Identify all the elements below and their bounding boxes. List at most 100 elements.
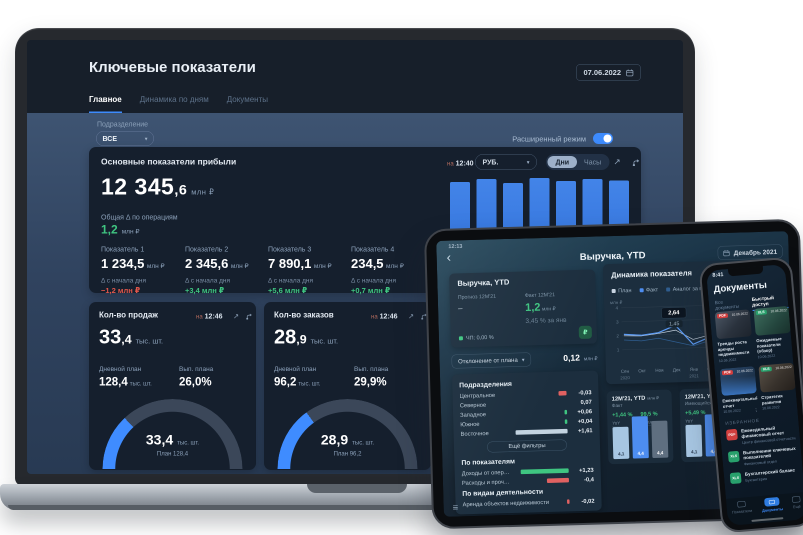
nav-documents[interactable]: Документы [761, 496, 783, 513]
revenue-card-title: Выручка, YTD [457, 277, 510, 288]
tablet-date-picker[interactable]: Декабрь 2021 [717, 244, 783, 261]
indicator-value: 234,5 млн ₽ [351, 256, 404, 271]
svg-text:2: 2 [616, 333, 619, 338]
profit-delta-value: 1,2 млн ₽ [101, 223, 140, 237]
mini-bar-chart: 4,1 4,4 4,4 [612, 415, 669, 460]
chevron-down-icon: ▾ [521, 356, 525, 363]
indicator-label: Показатель 4 [351, 245, 395, 253]
indicator-delta-label: Δ с начала дня [185, 276, 231, 285]
date-picker[interactable]: 07.06.2022 [575, 64, 641, 81]
forecast-block: Прогноз 12М'21 – [458, 293, 497, 313]
extended-mode-toggle[interactable] [593, 133, 613, 144]
document-card[interactable]: PDF 10.06.2022 Тренды роста аренды недви… [714, 309, 754, 364]
sales-gauge-plan: План 128,4 [156, 450, 189, 457]
date-value: 07.06.2022 [583, 68, 621, 77]
filters-panel: Подразделения Центральное -0,03 Северное 0… [451, 370, 602, 515]
chevron-down-icon: ▾ [526, 159, 530, 166]
legend-swatch [639, 288, 644, 293]
segment-days[interactable]: Дни [547, 156, 578, 168]
value-bar [515, 428, 568, 435]
compare-flow-icon[interactable] [630, 156, 642, 168]
external-link-icon[interactable]: ↗ [613, 157, 621, 167]
document-card[interactable]: XLS 10.06.2022 Ожидаемые показатели (обз… [753, 305, 792, 360]
by-activity-section-title: По видам деятельности [462, 487, 544, 498]
division-dropdown[interactable]: ВСЕ ▾ [96, 131, 154, 146]
value-bar [566, 499, 570, 504]
deviation-label: Отклонение от плана [457, 356, 518, 365]
indicator-3: Показатель 3 7 890,1 млн ₽ Δ с начала дня… [268, 245, 383, 295]
favorites-list: PDF Еженедельный финансовый отчет Центр ф… [725, 424, 800, 485]
document-date: 10.06.2022 [762, 405, 780, 411]
tab-bar: Главное Динамика по дням Документы [89, 95, 268, 113]
orders-timestamp: на 12:46 [371, 312, 398, 320]
tab-main[interactable]: Главное [89, 96, 122, 113]
divisions-section-title: Подразделения [459, 379, 512, 389]
indicator-delta: +3,4 млн ₽ [185, 286, 225, 296]
completion-label: Вып. плана [354, 365, 389, 373]
page-title: Ключевые показатели [89, 59, 256, 76]
phone-clock: 8:41 [712, 271, 724, 279]
legend-swatch [666, 287, 671, 292]
deviation-dropdown[interactable]: Отклонение от плана ▾ [451, 352, 532, 369]
document-date-overlay: 10.06.2022 [770, 308, 787, 314]
svg-text:Окт: Окт [638, 368, 646, 373]
document-date: 10.06.2022 [757, 354, 776, 360]
svg-text:1: 1 [617, 347, 620, 352]
document-card[interactable]: XLS 10.06.2022 Стратегия развития 10.06.… [758, 362, 797, 413]
document-date: 10.06.2022 [718, 358, 737, 364]
document-title: Тренды роста аренды недвижимости (обзор) [717, 339, 750, 358]
grid-icon [737, 500, 746, 508]
indicator-delta-label: Δ с начала дня [101, 276, 147, 285]
document-date-overlay: 10.06.2022 [775, 365, 792, 371]
sales-card: Кол-во продаж на 12:46 ↗ 33,4 тыс. шт. Дне [89, 302, 256, 470]
sales-plan: Дневной план 128,4 тыс. шт. [99, 365, 152, 389]
deviation-value: 0,12 млн ₽ [563, 353, 598, 363]
xls-badge: XLS [755, 309, 767, 316]
svg-text:4: 4 [616, 305, 619, 310]
more-options-icon[interactable]: ⋮ [753, 407, 759, 413]
menu-icon[interactable]: ≡ [452, 502, 459, 514]
indicator-4: Показатель 4 234,5 млн ₽ Δ с начала дня +… [351, 245, 466, 295]
currency-dropdown[interactable]: РУБ. ▾ [475, 154, 537, 170]
indicator-value: 7 890,1 млн ₽ [268, 256, 332, 271]
value-bar [564, 409, 568, 415]
laptop-header: Ключевые показатели 07.06.2022 Главное Д… [27, 40, 683, 113]
documents-title: Документы [713, 279, 768, 295]
sales-value: 33,4 тыс. шт. [99, 326, 164, 348]
document-card[interactable]: PDF 10.06.2022 Ежеквартальный отчет 10.0… [719, 366, 759, 416]
fact-label: Факт 12М'21 [524, 291, 556, 299]
xls-badge: XLS [727, 450, 740, 463]
svg-text:млн ₽: млн ₽ [610, 300, 623, 305]
nav-more[interactable]: Ещё [792, 496, 801, 509]
favorite-item[interactable]: XLS Выполнение ключевых показателей Финан… [727, 445, 798, 467]
document-thumbnail: PDF 10.06.2022 [719, 366, 757, 397]
plan-value: 128,4 тыс. шт. [99, 375, 152, 388]
external-link-icon[interactable]: ↗ [408, 311, 414, 320]
favorite-item[interactable]: XLS Бухгалтерский баланс Бухгалтерия [729, 467, 800, 485]
currency-badge-icon: ₽ [578, 325, 593, 340]
dynamics-title: Динамика показателя [611, 268, 693, 280]
pdf-badge: PDF [725, 428, 738, 441]
division-value: ВСЕ [102, 134, 118, 143]
compare-flow-icon[interactable] [243, 310, 255, 322]
document-thumbnail: XLS 10.06.2022 [753, 305, 791, 336]
svg-text:Ноя: Ноя [655, 368, 664, 373]
favorite-item[interactable]: PDF Еженедельный финансовый отчет Центр ф… [725, 424, 796, 446]
division-label: Подразделение [97, 120, 149, 128]
indicator-1: Показатель 1 1 234,5 млн ₽ Δ с начала дня… [101, 245, 216, 295]
laptop-lid-notch [307, 484, 407, 493]
more-filters-button[interactable]: Ещё фильтры [486, 439, 568, 453]
sales-completion: Вып. плана 26,0% [179, 365, 213, 389]
sales-gauge-value: 33,4 тыс. шт. [145, 432, 200, 448]
tab-documents[interactable]: Документы [226, 95, 268, 105]
document-icon [764, 496, 780, 507]
chart-callout-secondary: 1,45 [665, 320, 683, 328]
segment-hours[interactable]: Часы [584, 158, 602, 166]
tab-dynamics[interactable]: Динамика по дням [139, 95, 209, 105]
activity-row[interactable]: Аренда объектов недвижимости -0,02 [462, 497, 595, 508]
indicator-value: 1 234,5 млн ₽ [101, 256, 165, 271]
nav-indicators[interactable]: Показатели [731, 500, 752, 515]
svg-text:Сен: Сен [621, 369, 630, 374]
external-link-icon[interactable]: ↗ [233, 311, 239, 320]
